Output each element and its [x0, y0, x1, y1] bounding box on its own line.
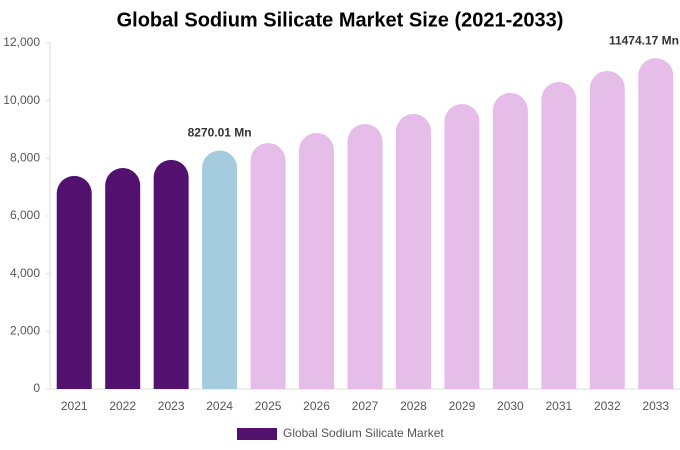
x-tick-label: 2032 — [594, 399, 621, 413]
bar — [299, 132, 335, 389]
bar — [250, 143, 286, 389]
bar — [105, 167, 141, 389]
x-tick-label: 2027 — [352, 399, 379, 413]
bar — [444, 103, 480, 390]
x-tick-label: 2033 — [642, 399, 669, 413]
y-tick-label: 8,000 — [10, 151, 40, 165]
x-tick-label: 2024 — [206, 399, 233, 413]
y-tick-label: 12,000 — [3, 35, 40, 49]
y-tick-label: 2,000 — [10, 324, 40, 338]
value-label: 8270.01 Mn — [188, 126, 252, 140]
x-tick-label: 2026 — [303, 399, 330, 413]
x-tick-label: 2025 — [255, 399, 282, 413]
x-tick-label: 2022 — [109, 399, 136, 413]
y-tick-label: 6,000 — [10, 208, 40, 222]
x-tick-label: 2030 — [497, 399, 524, 413]
bar — [347, 124, 383, 389]
x-tick-label: 2028 — [400, 399, 427, 413]
x-tick-label: 2021 — [61, 399, 88, 413]
bar — [492, 92, 528, 389]
legend-label: Global Sodium Silicate Market — [283, 426, 444, 440]
x-tick-label: 2031 — [545, 399, 572, 413]
legend-swatch — [237, 428, 277, 440]
value-label: 11474.17 Mn — [609, 33, 679, 47]
bar — [395, 113, 431, 389]
bar — [56, 175, 92, 389]
y-tick-label: 10,000 — [3, 93, 40, 107]
y-tick-label: 0 — [33, 381, 40, 395]
x-tick-label: 2029 — [449, 399, 476, 413]
x-tick-label: 2023 — [158, 399, 185, 413]
bar — [541, 81, 577, 390]
bar — [589, 70, 625, 390]
bar — [202, 150, 238, 389]
bar — [638, 58, 674, 389]
bar — [153, 159, 189, 389]
y-tick-label: 4,000 — [10, 266, 40, 280]
chart-title: Global Sodium Silicate Market Size (2021… — [117, 9, 564, 31]
